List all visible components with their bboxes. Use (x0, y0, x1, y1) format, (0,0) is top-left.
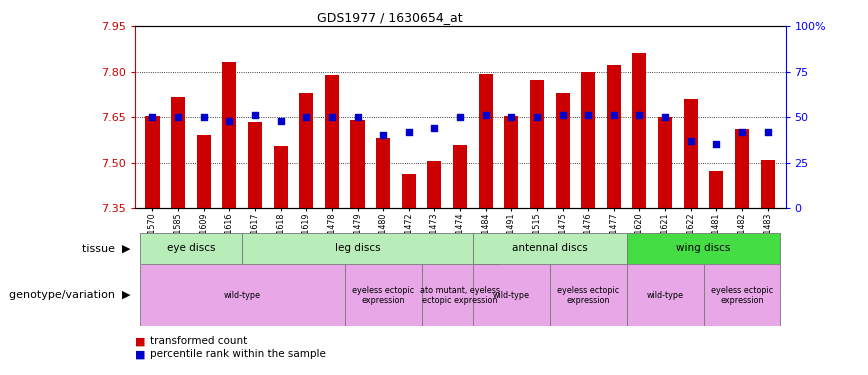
Bar (376, 138, 391, 208)
Bar (704, 264, 780, 326)
Point (248, 112, 262, 118)
Point (146, 114, 160, 120)
Point (530, 114, 544, 120)
Point (453, 114, 467, 120)
Bar (273, 146, 287, 208)
Bar (627, 264, 704, 326)
Bar (556, 93, 569, 208)
Text: eyeless ectopic
expression: eyeless ectopic expression (352, 286, 414, 305)
Bar (171, 97, 185, 208)
Text: ■: ■ (135, 350, 145, 359)
Text: eye discs: eye discs (167, 243, 215, 254)
Bar (658, 117, 672, 208)
Bar (633, 53, 647, 208)
Point (376, 132, 390, 138)
Bar (351, 120, 365, 208)
Bar (709, 171, 723, 208)
Bar (325, 75, 339, 208)
Bar (402, 174, 416, 208)
Point (582, 112, 595, 118)
Point (556, 112, 569, 118)
Bar (140, 232, 242, 264)
Text: percentile rank within the sample: percentile rank within the sample (150, 350, 326, 359)
Text: ■: ■ (135, 336, 145, 346)
Bar (760, 160, 774, 208)
Bar (345, 264, 422, 326)
Point (504, 114, 518, 120)
Text: ato mutant, eyeless
ectopic expression: ato mutant, eyeless ectopic expression (420, 286, 500, 305)
Point (607, 112, 621, 118)
Bar (422, 264, 498, 326)
Text: wing discs: wing discs (676, 243, 731, 254)
Point (760, 129, 774, 135)
Text: leg discs: leg discs (335, 243, 380, 254)
Point (709, 141, 723, 147)
Bar (504, 116, 518, 208)
Bar (582, 72, 595, 208)
Bar (473, 264, 549, 326)
Bar (427, 161, 442, 208)
Bar (735, 129, 749, 208)
Point (325, 114, 339, 120)
Text: tissue  ▶: tissue ▶ (82, 243, 130, 254)
Bar (453, 145, 467, 208)
Point (273, 118, 287, 124)
Point (479, 112, 493, 118)
Bar (242, 232, 473, 264)
Bar (222, 62, 236, 208)
Bar (299, 93, 313, 208)
Text: antennal discs: antennal discs (512, 243, 588, 254)
Bar (140, 264, 345, 326)
Point (171, 114, 185, 120)
Text: eyeless ectopic
expression: eyeless ectopic expression (711, 286, 773, 305)
Text: wild-type: wild-type (224, 291, 260, 300)
Point (402, 129, 416, 135)
Point (197, 114, 211, 120)
Point (299, 114, 313, 120)
Point (427, 125, 441, 131)
Point (658, 114, 672, 120)
Point (735, 129, 749, 135)
Bar (478, 74, 493, 208)
Point (633, 112, 647, 118)
Bar (248, 122, 262, 208)
Text: wild-type: wild-type (647, 291, 684, 300)
Text: transformed count: transformed count (150, 336, 247, 346)
Point (222, 118, 236, 124)
Point (684, 138, 698, 144)
Bar (684, 99, 698, 208)
Bar (549, 264, 627, 326)
Bar (607, 65, 621, 208)
Text: wild-type: wild-type (493, 291, 529, 300)
Bar (627, 232, 780, 264)
Text: genotype/variation  ▶: genotype/variation ▶ (9, 290, 130, 300)
Bar (197, 135, 211, 208)
Bar (146, 116, 160, 208)
Text: eyeless ectopic
expression: eyeless ectopic expression (557, 286, 619, 305)
Bar (473, 232, 627, 264)
Bar (529, 80, 544, 208)
Text: GDS1977 / 1630654_at: GDS1977 / 1630654_at (317, 11, 463, 24)
Point (351, 114, 365, 120)
